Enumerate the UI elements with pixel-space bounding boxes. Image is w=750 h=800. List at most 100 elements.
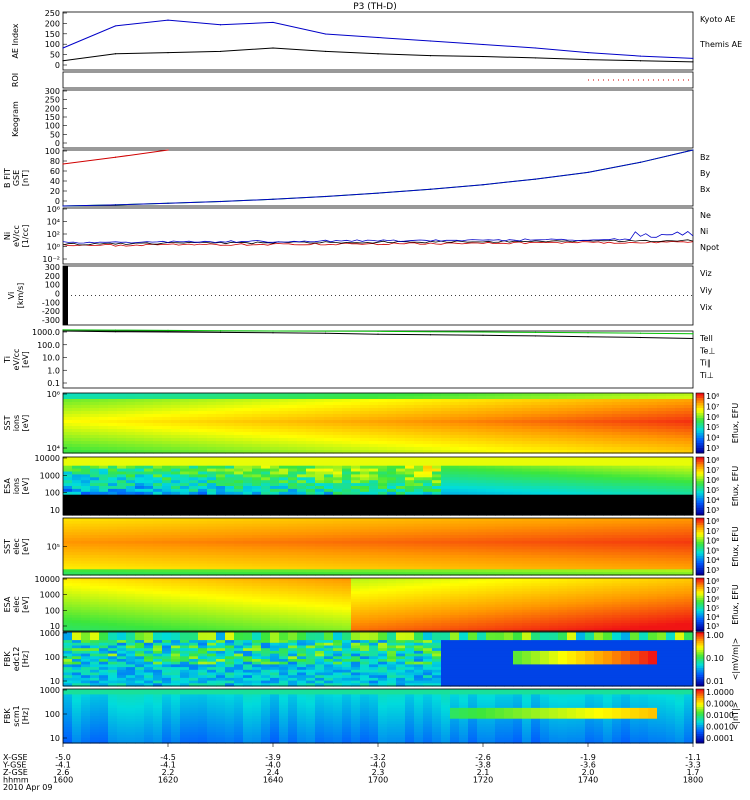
spectrogram-cell [378, 420, 388, 424]
colorbar-cell [696, 498, 704, 501]
spectrogram-cell [513, 503, 523, 507]
spectrogram-cell [675, 417, 685, 421]
spectrogram-cell [243, 447, 253, 451]
spectrogram-cell [81, 593, 91, 598]
spectrogram-cell [594, 465, 604, 470]
spectrogram-cell [450, 447, 460, 451]
y-tick-label: 10⁴ [47, 218, 60, 227]
spectrogram-cell [279, 546, 289, 550]
spectrogram-cell [549, 500, 559, 504]
spectrogram-cell [540, 417, 550, 421]
spectrogram-cell [531, 555, 541, 559]
spectrogram-cell [585, 429, 595, 433]
spectrogram-cell [639, 569, 649, 573]
spectrogram-cell [576, 405, 586, 409]
spectrogram-cell [243, 405, 253, 409]
spectrogram-cell [261, 599, 271, 603]
spectrogram-cell [504, 444, 514, 448]
spectrogram-cell [477, 408, 487, 412]
spectrogram-cell [315, 459, 325, 464]
spectrogram-cell [171, 450, 181, 454]
spectrogram-cell [351, 523, 361, 528]
spectrogram-cell [558, 477, 568, 481]
spectrogram-cell [288, 438, 298, 442]
spectrogram-cell [162, 399, 172, 403]
spectrogram-cell [198, 549, 208, 553]
spectrogram-cell [315, 468, 325, 473]
spectrogram-cell [126, 529, 136, 533]
colorbar-cell [696, 563, 704, 566]
spectrogram-cell [198, 583, 208, 587]
spectrogram-cell [243, 520, 253, 525]
spectrogram-cell [567, 535, 577, 539]
spectrogram-cell [81, 628, 91, 632]
spectrogram-cell [225, 578, 235, 582]
spectrogram-cell [432, 471, 442, 475]
spectrogram-cell [513, 447, 523, 451]
spectrogram-cell [324, 566, 334, 570]
spectrogram-cell [225, 486, 235, 490]
spectrogram-cell [270, 552, 280, 556]
spectrogram-cell [198, 488, 208, 493]
spectrogram-cell [261, 628, 271, 632]
spectrogram-cell [288, 497, 298, 502]
spectrogram-cell [261, 468, 271, 473]
spectrogram-cell [549, 396, 559, 400]
spectrogram-cell [513, 546, 523, 550]
spectrogram-cell [108, 506, 118, 510]
spectrogram-cell [126, 620, 136, 624]
spectrogram-cell [531, 477, 541, 481]
spectrogram-cell [675, 423, 685, 427]
spectrogram-cell [360, 408, 370, 412]
spectrogram-cell [333, 438, 343, 442]
spectrogram-cell [486, 426, 496, 430]
spectrogram-cell [441, 569, 451, 573]
spectrogram-cell [405, 572, 415, 576]
spectrogram-cell [540, 432, 550, 436]
spectrogram-cell [162, 477, 172, 481]
spectrogram-cell [423, 569, 433, 573]
spectrogram-cell [261, 580, 271, 584]
spectrogram-cell [189, 429, 199, 433]
spectrogram-cell [360, 474, 370, 478]
spectrogram-cell [306, 506, 316, 510]
spectrogram-cell [576, 474, 586, 478]
spectrogram-cell [126, 426, 136, 430]
spectrogram-cell [459, 503, 469, 507]
spectrogram-cell [531, 543, 541, 548]
spectrogram-cell [585, 532, 595, 536]
spectrogram-cell [630, 480, 640, 484]
spectrogram-cell [576, 557, 586, 562]
spectrogram-cell [504, 402, 514, 406]
spectrogram-cell [225, 405, 235, 409]
spectrogram-cell [387, 552, 397, 556]
spectrogram-cell [135, 459, 145, 464]
spectrogram-cell [216, 491, 226, 496]
spectrogram-cell [495, 569, 505, 573]
spectrogram-cell [108, 462, 118, 467]
spectrogram-cell [324, 560, 334, 565]
y-tick-label: 100 [45, 122, 60, 131]
spectrogram-cell [459, 509, 469, 513]
spectrogram-cell [63, 402, 73, 406]
spectrogram-cell [189, 491, 199, 496]
spectrogram-cell [234, 405, 244, 409]
spectrogram-cell [99, 569, 109, 573]
spectrogram-cell [558, 523, 568, 528]
spectrogram-cell [153, 609, 163, 614]
spectrogram-cell [657, 465, 667, 470]
spectrogram-cell [423, 465, 433, 470]
spectrogram-cell [387, 423, 397, 427]
spectrogram-cell [387, 429, 397, 433]
spectrogram-cell [162, 396, 172, 400]
spectrogram-cell [135, 500, 145, 504]
spectrogram-cell [396, 411, 406, 415]
spectrogram-cell [405, 480, 415, 484]
spectrogram-cell [117, 583, 127, 587]
spectrogram-cell [549, 537, 559, 542]
spectrogram-cell [171, 426, 181, 430]
spectrogram-cell [630, 520, 640, 525]
spectrogram-cell [234, 480, 244, 484]
spectrogram-cell [144, 432, 154, 436]
spectrogram-cell [405, 426, 415, 430]
